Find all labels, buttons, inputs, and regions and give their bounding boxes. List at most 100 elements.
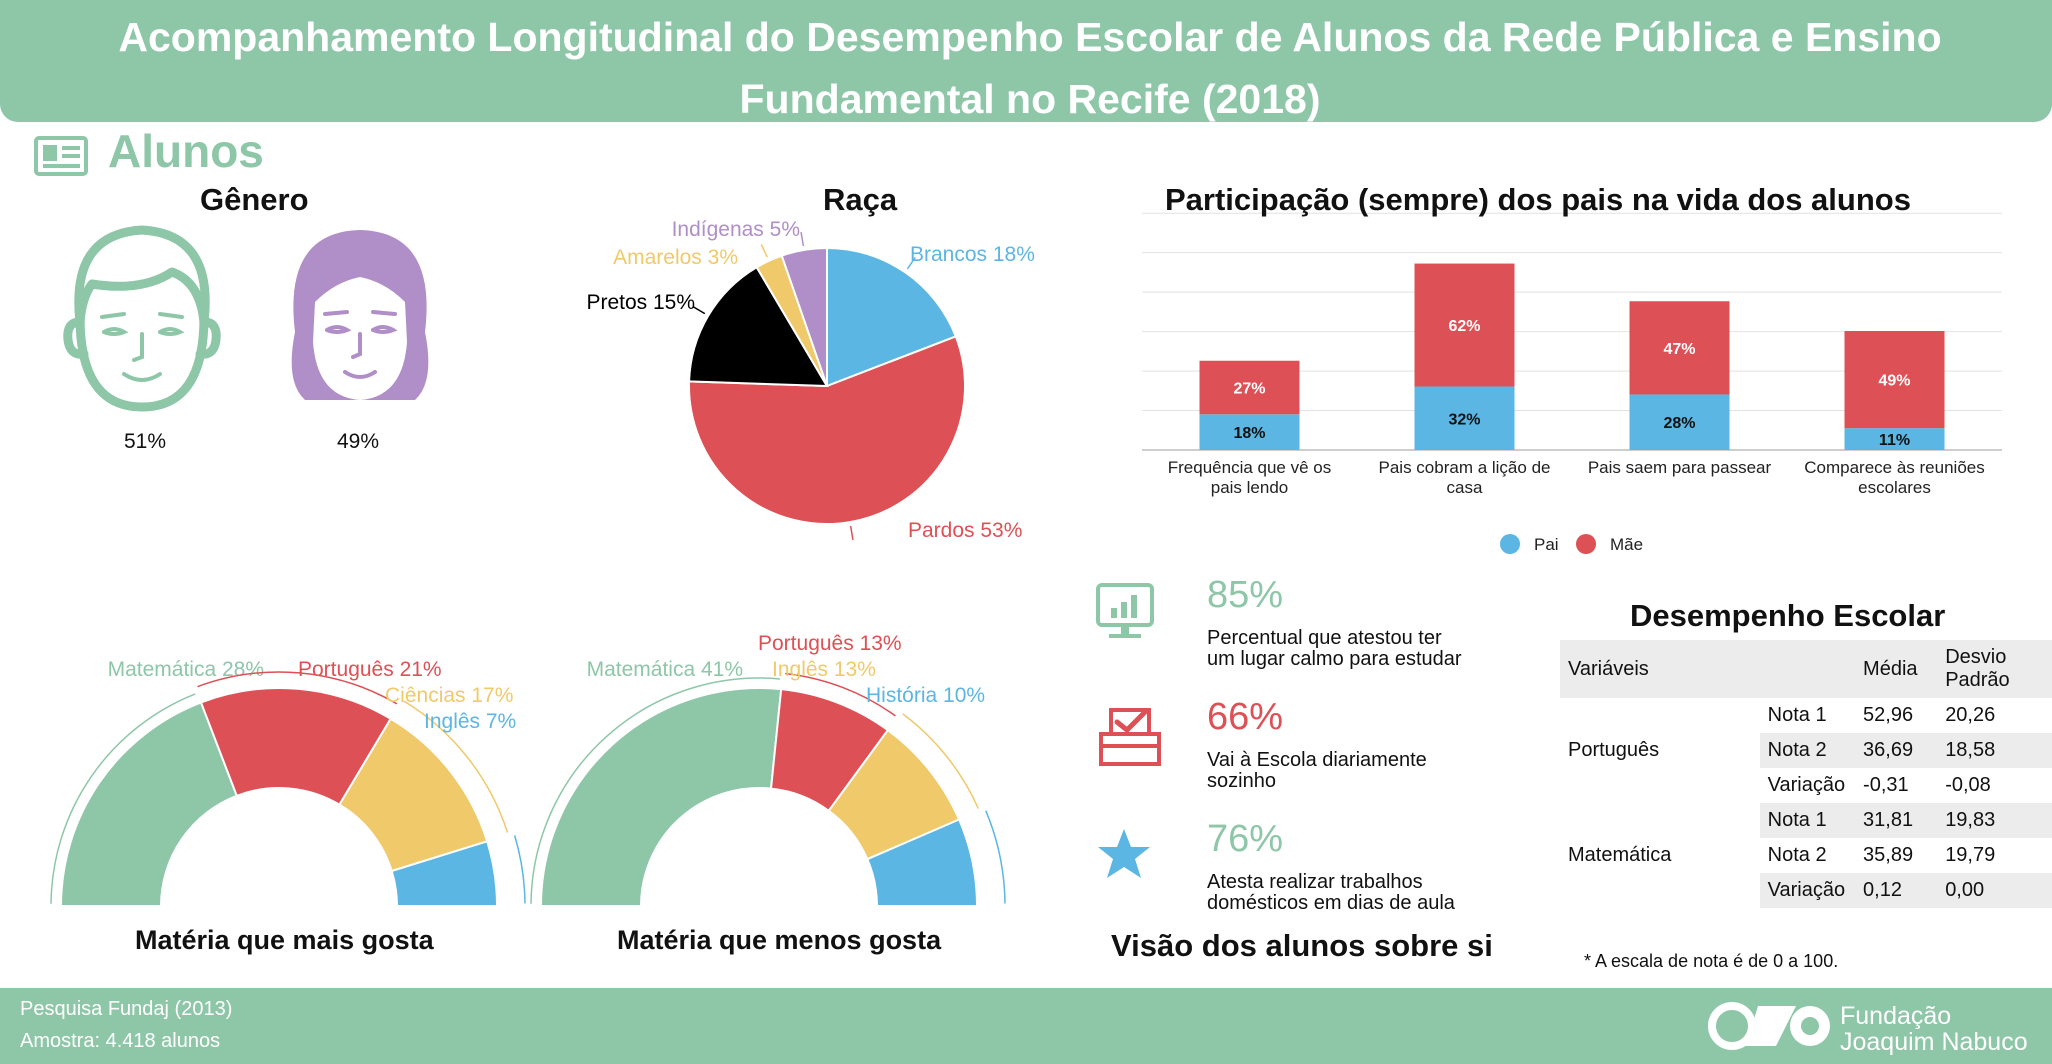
donut-slice xyxy=(865,818,979,907)
menos-gosta-chart: Matemática 41% Português 13% Inglês 13% His… xyxy=(530,632,1006,907)
visao-desc-1b: um lugar calmo para estudar xyxy=(1207,648,1462,670)
footer-sample: Amostra: 4.418 alunos xyxy=(20,1030,221,1052)
bar-mae xyxy=(1199,360,1300,415)
row-media: -0,31 xyxy=(1863,774,1909,796)
legend-mae-marker xyxy=(1576,534,1596,554)
raca-label: Pardos 53% xyxy=(908,519,1022,542)
category-label: Pais saem para passear xyxy=(1588,458,1772,477)
group-matematica: Matemática xyxy=(1560,803,1760,908)
visao-desc-3a: Atesta realizar trabalhos xyxy=(1207,871,1423,893)
page-title: Acompanhamento Longitudinal do Desempenh… xyxy=(118,14,1942,122)
raca-slice xyxy=(826,246,958,388)
row-label: Variação xyxy=(1759,873,1856,908)
donut-slice xyxy=(59,701,239,907)
mais-gosta-chart: Matemática 28% Português 21% Ciências 17% I… xyxy=(50,658,526,907)
header-media: Média xyxy=(1855,640,1938,698)
category-label: pais lendo xyxy=(1211,478,1289,497)
table-row: Nota 2 36,69 18,58 xyxy=(1560,733,2052,768)
raca-leader xyxy=(692,305,706,315)
header-desvio-l2: Padrão xyxy=(1945,669,2010,691)
legend-pai-label: Pai xyxy=(1534,535,1559,554)
row-desvio: -0,08 xyxy=(1945,774,1991,796)
bar-pai xyxy=(1414,386,1515,450)
row-desvio: 19,83 xyxy=(1937,803,2052,838)
logo-text-2: Joaquim Nabuco xyxy=(1840,1028,2028,1056)
label-mae: 49% xyxy=(1878,373,1910,390)
legend-pai-marker xyxy=(1500,534,1520,554)
star-icon xyxy=(1098,829,1150,878)
donut-label: Ciências 17% xyxy=(385,684,513,707)
category-label: Pais cobram a lição de xyxy=(1379,458,1551,477)
table-row: Matemática Nota 1 31,81 19,83 xyxy=(1560,803,2052,908)
table-row: Nota 2 35,89 19,79 xyxy=(1560,838,2052,873)
category-label: Comparece às reuniões xyxy=(1804,458,1984,477)
row-media: 52,96 xyxy=(1863,704,1914,726)
raca-label: Indígenas 5% xyxy=(672,218,800,241)
visao-pct-3: 76% xyxy=(1207,818,1284,860)
raca-leader xyxy=(800,232,805,247)
group-portugues: Português xyxy=(1568,739,1660,761)
raca-leader xyxy=(906,256,916,270)
raca-slice xyxy=(688,335,966,525)
raca-leader xyxy=(760,244,768,258)
female-face-icon xyxy=(291,230,429,400)
raca-leader xyxy=(849,525,854,540)
mais-gosta-title: Matéria que mais gosta xyxy=(135,925,434,955)
desempenho-table: Variáveis Média Desvio Padrão Português N… xyxy=(1560,640,2052,908)
row-label: Nota 2 xyxy=(1759,733,1856,768)
row-label: Nota 1 xyxy=(1759,803,1856,838)
label-pai: 11% xyxy=(1879,432,1910,449)
bar-mae xyxy=(1414,263,1515,387)
table-row: Variação -0,31 -0,08 xyxy=(1560,768,2052,803)
table-row: Variação 0,12 0,00 xyxy=(1560,873,2052,908)
row-media: 31,81 xyxy=(1855,803,1938,838)
row-desvio: 18,58 xyxy=(1937,733,2052,768)
bar-mae xyxy=(1844,331,1945,429)
donut-bracket xyxy=(902,713,980,809)
bar-pai xyxy=(1844,428,1945,450)
donut-label: Matemática 28% xyxy=(108,658,264,681)
row-label: Nota 1 xyxy=(1767,704,1827,726)
donut-bracket xyxy=(403,700,509,833)
female-percentage: 49% xyxy=(337,430,380,453)
row-label: Variação xyxy=(1767,774,1846,796)
header-desvio: Desvio Padrão xyxy=(1937,640,2052,698)
category-label: Frequência que vê os xyxy=(1168,458,1332,477)
desempenho-table-wrap: Variáveis Média Desvio Padrão Português N… xyxy=(1560,640,2052,908)
donut-bracket xyxy=(50,693,196,904)
header-blank xyxy=(1759,640,1856,698)
participacao-title: Participação (sempre) dos pais na vida d… xyxy=(1165,182,1911,217)
row-label: Nota 2 xyxy=(1767,844,1827,866)
section-title: Alunos xyxy=(108,125,264,177)
row-desvio: 0,00 xyxy=(1937,873,2052,908)
row-desvio: 19,79 xyxy=(1945,844,1996,866)
raca-title: Raça xyxy=(823,182,898,217)
donut-label: Inglês 7% xyxy=(424,710,516,733)
visao-desc-2b: sozinho xyxy=(1207,770,1276,792)
header-desvio-l1: Desvio xyxy=(1945,646,2007,668)
raca-slice xyxy=(688,265,829,388)
label-pai: 18% xyxy=(1233,425,1265,442)
donut-bracket xyxy=(513,835,526,904)
donut-label: História 10% xyxy=(866,684,985,707)
donut-slice xyxy=(539,687,783,907)
fundaj-logo-icon xyxy=(1708,1002,1830,1050)
visao-pct-1: 85% xyxy=(1207,574,1284,616)
raca-pie-chart: Brancos 18% Pardos 53% Pretos 15% Amarelos … xyxy=(586,218,1034,542)
id-card-icon xyxy=(34,136,88,176)
label-mae: 27% xyxy=(1233,381,1265,398)
donut-bracket xyxy=(785,672,896,717)
donut-label: Inglês 13% xyxy=(772,658,876,681)
donut-slice xyxy=(199,687,393,807)
monitor-chart-icon xyxy=(1096,583,1154,638)
label-mae: 62% xyxy=(1448,318,1480,335)
male-face-icon xyxy=(63,225,221,412)
logo-text-1: Fundação xyxy=(1840,1002,1952,1030)
visao-title: Visão dos alunos sobre si xyxy=(1111,928,1493,963)
visao-desc-3b: domésticos em dias de aula xyxy=(1207,892,1455,914)
legend-mae-label: Mãe xyxy=(1610,535,1643,554)
donut-bracket xyxy=(530,677,781,904)
label-pai: 28% xyxy=(1663,415,1695,432)
bar-pai xyxy=(1629,394,1730,450)
ballot-box-icon xyxy=(1099,708,1161,766)
